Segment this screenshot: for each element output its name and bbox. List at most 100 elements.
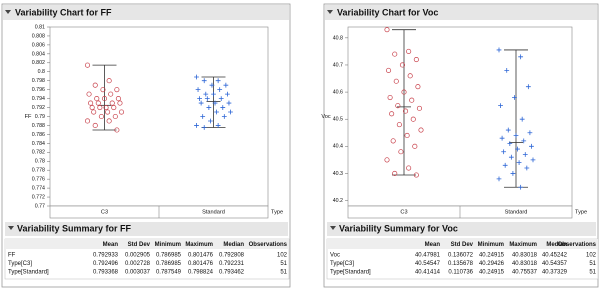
data-point — [501, 149, 507, 155]
table-cell: 51 — [280, 270, 287, 276]
column-header: Maximum — [509, 242, 537, 248]
table-cell: 0.793462 — [219, 270, 245, 276]
table-cell: 0.798824 — [188, 270, 214, 276]
data-point — [218, 96, 224, 101]
data-point — [498, 103, 503, 109]
data-point — [103, 105, 109, 111]
table-cell: 0.002905 — [125, 253, 151, 259]
x-axis-label: Type — [575, 209, 587, 215]
x-category-label: C3 — [400, 209, 407, 215]
data-point — [114, 87, 120, 93]
data-point — [496, 176, 502, 182]
data-point — [209, 82, 215, 88]
data-point — [220, 105, 226, 110]
data-point — [392, 51, 398, 57]
data-point — [197, 96, 202, 101]
y-axis-label: Voc — [321, 114, 331, 120]
table-cell: 40.75537 — [512, 270, 538, 276]
data-point — [504, 67, 510, 73]
data-point — [513, 133, 519, 138]
table-cell: 0.003037 — [125, 270, 151, 276]
data-point — [406, 165, 412, 171]
data-point — [416, 105, 423, 111]
y-tick-label: 0.788 — [32, 123, 45, 129]
data-point — [413, 172, 419, 178]
y-tick-label: 0.792 — [32, 105, 45, 111]
data-point — [404, 132, 410, 139]
data-point — [512, 95, 517, 100]
right-header-bar — [325, 5, 597, 20]
table-header-bg — [5, 239, 289, 249]
table-cell: 0.110736 — [448, 270, 473, 276]
x-category-label: Standard — [202, 209, 225, 215]
data-point — [97, 105, 103, 111]
data-point — [410, 116, 416, 122]
row-label: FF — [8, 253, 16, 259]
data-point — [117, 100, 123, 106]
collapse-toggle[interactable] — [5, 10, 11, 14]
table-cell: 40.37329 — [542, 270, 568, 276]
table-cell: 40.47981 — [415, 253, 441, 259]
y-tick-label: 40.7 — [333, 62, 343, 68]
collapse-toggle[interactable] — [330, 226, 336, 230]
y-tick-label: 0.806 — [32, 42, 45, 48]
data-point — [396, 122, 402, 128]
table-cell: 0.801476 — [188, 253, 214, 259]
y-tick-label: 0.808 — [32, 33, 45, 39]
table-cell: 102 — [277, 253, 288, 259]
collapse-toggle[interactable] — [8, 226, 14, 230]
data-point — [101, 96, 108, 102]
data-point — [201, 78, 207, 84]
table-cell: 0.792808 — [219, 253, 245, 259]
data-point — [527, 130, 533, 136]
data-point — [384, 157, 390, 163]
data-point — [89, 105, 95, 111]
table-cell: 40.24915 — [479, 270, 505, 276]
table-cell: 40.54547 — [415, 261, 441, 267]
y-tick-label: 0.8 — [38, 69, 45, 75]
table-cell: 40.45242 — [542, 253, 568, 259]
collapse-toggle[interactable] — [327, 10, 333, 14]
table-cell: 0.801476 — [188, 261, 214, 267]
column-header: Mean — [425, 242, 441, 248]
data-point — [518, 184, 524, 190]
row-label: Type[Standard] — [330, 270, 371, 276]
table-cell: 40.41414 — [415, 270, 441, 276]
column-header: Median — [223, 242, 244, 248]
y-tick-label: 0.77 — [35, 203, 45, 209]
table-cell: 0.786985 — [156, 261, 182, 267]
data-point — [215, 78, 221, 84]
y-tick-label: 40.6 — [333, 89, 343, 95]
data-point — [402, 108, 409, 114]
data-point — [516, 160, 522, 166]
table-cell: 40.83018 — [512, 253, 538, 259]
data-point — [510, 171, 516, 176]
data-point — [195, 87, 201, 93]
y-tick-label: 0.79 — [35, 114, 45, 120]
column-header: Mean — [103, 242, 119, 248]
x-axis-label: Type — [271, 209, 283, 215]
data-point — [109, 100, 115, 106]
data-point — [413, 56, 419, 63]
table-cell: 0.136072 — [448, 253, 474, 259]
data-point — [112, 113, 118, 120]
table-cell: 0.792496 — [93, 261, 119, 267]
y-tick-label: 0.794 — [32, 96, 45, 102]
data-point — [521, 138, 527, 144]
y-tick-label: 0.776 — [32, 177, 45, 183]
data-point — [111, 105, 117, 111]
data-point — [505, 127, 511, 133]
data-point — [407, 73, 413, 79]
y-tick-label: 0.784 — [32, 141, 45, 147]
y-tick-label: 0.81 — [35, 24, 45, 30]
row-label: Type[Standard] — [8, 270, 49, 276]
y-tick-label: 0.786 — [32, 132, 45, 138]
data-point — [507, 141, 513, 147]
y-tick-label: 40.4 — [333, 144, 343, 150]
data-point — [415, 84, 421, 90]
data-point — [208, 118, 213, 124]
data-point — [409, 97, 415, 103]
column-header: Median — [546, 242, 567, 248]
data-point — [519, 116, 525, 122]
